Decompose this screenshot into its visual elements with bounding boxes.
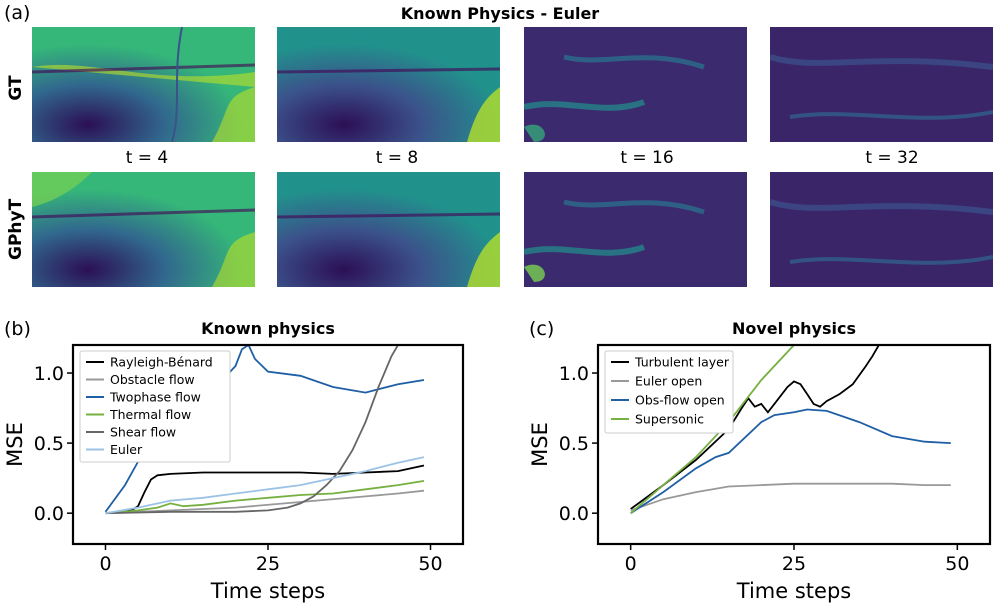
legend-label: Rayleigh-Bénard (110, 355, 213, 370)
heatmap-gphyt-t8 (277, 172, 500, 287)
legend-label: Thermal flow (109, 407, 191, 422)
time-label-16: t = 16 (620, 148, 674, 168)
legend-label: Euler open (635, 374, 702, 389)
legend-label: Turbulent layer (634, 355, 730, 370)
x-axis-label: Time steps (210, 579, 325, 603)
time-label-4: t = 4 (125, 148, 169, 168)
heatmap-gt-t32 (770, 27, 993, 142)
y-tick-label: 0.5 (34, 433, 64, 455)
series-line-1 (630, 482, 951, 512)
chart-novel-physics: Novel physics 0 25 50 0.0 0.5 1.0 Time steps MSE… (528, 319, 992, 603)
y-axis-label: MSE (3, 422, 27, 467)
series-line-3 (630, 345, 795, 514)
x-tick-label: 25 (256, 553, 280, 575)
series-line-0 (105, 464, 425, 515)
chart-title: Novel physics (732, 319, 856, 338)
series-line-3 (105, 480, 425, 515)
legend-label: Shear flow (110, 425, 176, 440)
heatmap-gt-t4 (32, 27, 255, 142)
legend-label: Twophase flow (109, 390, 201, 405)
series-line-4 (105, 345, 399, 515)
legend-box (79, 350, 231, 463)
y-tick-label: 1.0 (34, 363, 64, 385)
x-tick-label: 50 (945, 553, 969, 575)
heatmap-gt-t8 (277, 27, 500, 142)
series-line-0 (630, 345, 880, 510)
y-tick-label: 0.0 (34, 503, 64, 525)
x-tick-label: 25 (782, 553, 806, 575)
legend-label: Obs-flow open (635, 393, 725, 408)
y-tick-label: 1.0 (559, 363, 589, 385)
legend-box (604, 350, 734, 434)
chart-known-physics: Known physics 0 25 50 0.0 0.5 1.0 Time steps MSE… (3, 319, 465, 603)
legend-label: Obstacle flow (110, 372, 195, 387)
heatmap-gphyt-t4 (32, 172, 255, 287)
x-axis-label: Time steps (736, 579, 851, 603)
x-tick-label: 0 (99, 553, 111, 575)
heatmap-gphyt-t16 (524, 172, 747, 287)
time-label-8: t = 8 (375, 148, 419, 168)
heatmap-gphyt-t32 (770, 172, 993, 287)
x-tick-label: 0 (625, 553, 637, 575)
panel-c-label: (c) (529, 318, 555, 340)
y-tick-label: 0.0 (559, 503, 589, 525)
y-axis-label: MSE (528, 422, 552, 467)
y-tick-label: 0.5 (559, 433, 589, 455)
chart-title: Known physics (201, 319, 335, 338)
series-line-2 (630, 408, 951, 514)
time-label-32: t = 32 (865, 148, 919, 168)
row-label-gt: GT (6, 75, 26, 101)
row-label-gphyt: GPhyT (6, 198, 26, 260)
panel-a-label: (a) (4, 2, 31, 24)
panel-a-title: Known Physics - Euler (400, 4, 600, 23)
panel-b-label: (b) (4, 318, 31, 340)
x-tick-label: 50 (418, 553, 442, 575)
legend-label: Euler (110, 442, 143, 457)
heatmap-gt-t16 (524, 27, 747, 142)
legend-label: Supersonic (635, 412, 704, 427)
series-line-5 (105, 456, 425, 515)
series-line-1 (105, 489, 425, 515)
